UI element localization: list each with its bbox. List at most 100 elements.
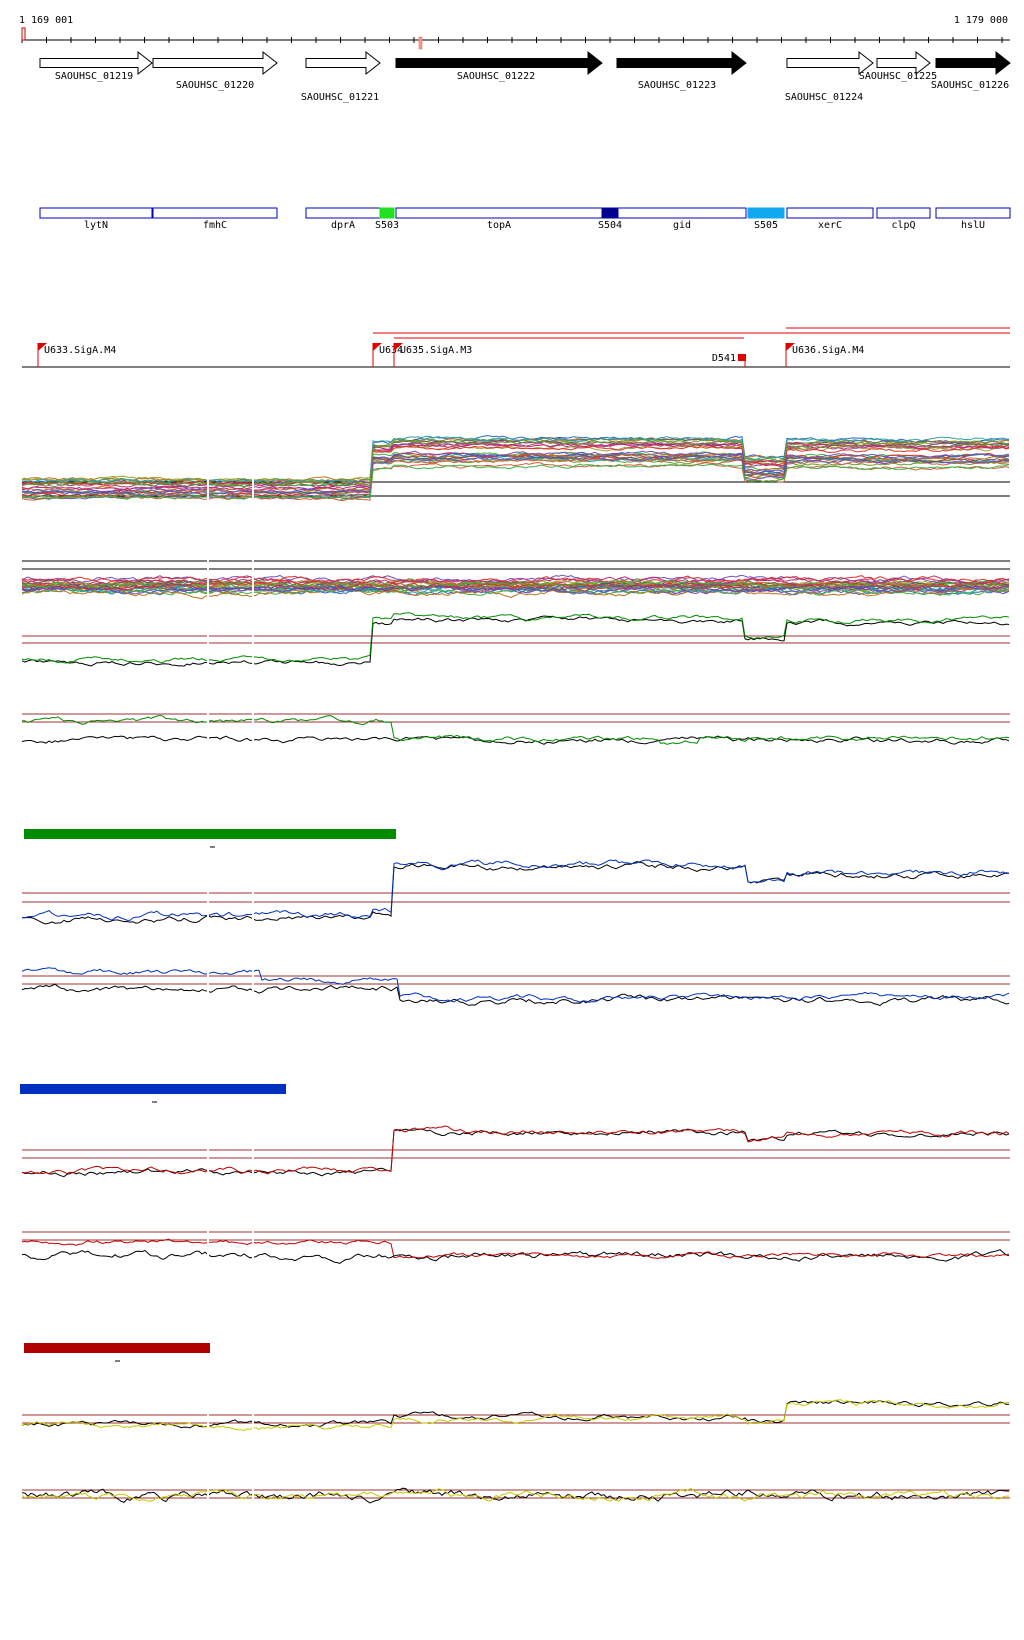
expression-line: [21, 615, 1010, 667]
track-gap: [252, 700, 254, 760]
gene-label: SAOUHSC_01219: [55, 71, 133, 82]
region-box: [786, 207, 874, 219]
green-panel: [21, 700, 1010, 760]
region-box: [876, 207, 931, 219]
region-label: dprA: [331, 220, 355, 231]
expression-line: [21, 440, 1010, 488]
track-gap: [207, 610, 209, 670]
region-label: gid: [673, 220, 691, 231]
legend-bar: [24, 829, 396, 839]
track-gap: [252, 468, 254, 510]
track-gap: [252, 860, 254, 930]
gene-label: SAOUHSC_01224: [785, 92, 863, 103]
expression-line: [21, 983, 1010, 1007]
track-gap: [252, 610, 254, 670]
promoter-label: U635.SigA.M3: [400, 345, 472, 356]
track-gap: [252, 1395, 254, 1450]
expression-line: [21, 860, 1010, 925]
promoter-label: U633.SigA.M4: [44, 345, 116, 356]
track-gap: [207, 560, 209, 600]
region-label: S504: [598, 220, 622, 231]
expression-line: [21, 450, 1010, 494]
track-gap: [207, 960, 209, 1020]
expression-line: [21, 441, 1010, 491]
gene-label: SAOUHSC_01225: [859, 71, 937, 82]
expression-line: [21, 1487, 1009, 1504]
region-box: [305, 207, 381, 219]
gene-arrow: [935, 50, 1011, 76]
expression-line: [21, 579, 1010, 591]
expression-panels: [21, 435, 1010, 1530]
coord-end-label: 1 179 000: [954, 15, 1008, 26]
axis-ticks: [21, 37, 1003, 43]
gene-arrow: [616, 50, 747, 76]
expression-line: [21, 457, 1010, 498]
expression-line: [21, 444, 1010, 486]
green-panel: [21, 610, 1010, 670]
expression-line: [21, 1128, 1010, 1178]
region-label: S505: [754, 220, 778, 231]
yellow-panel: [21, 1470, 1010, 1530]
expression-line: [21, 1125, 1010, 1175]
axis-marker: [418, 36, 423, 50]
expression-line: [21, 1399, 1010, 1432]
gene-label: SAOUHSC_01226: [931, 80, 1009, 91]
track-gap: [207, 1395, 209, 1450]
promoter-flag: [38, 343, 47, 351]
terminator-label: D541: [712, 353, 736, 364]
track-gap: [207, 1470, 209, 1530]
track-gap: [207, 700, 209, 760]
expression-line: [21, 575, 1010, 585]
expression-line: [21, 735, 1010, 745]
region-label: xerC: [818, 220, 842, 231]
expression-line: [21, 585, 1010, 595]
legend-bars: [20, 829, 396, 1362]
gene-track: SAOUHSC_01219 SAOUHSC_01220 SAOUHSC_01221 S…: [39, 50, 1011, 103]
region-box: [152, 207, 278, 219]
expression-line: [21, 587, 1010, 600]
gene-label: SAOUHSC_01222: [457, 71, 535, 82]
region-box: [617, 207, 747, 219]
region-box: [601, 207, 619, 219]
gene-arrow: [152, 50, 278, 76]
promoter-label: U634: [379, 345, 403, 356]
gene-arrow: [39, 50, 153, 76]
expression-line: [21, 1249, 1010, 1264]
red-panel: [21, 1120, 1010, 1190]
expression-line: [21, 967, 1010, 1003]
blue-panel: [21, 859, 1010, 930]
promoter-flag: [394, 343, 403, 351]
expression-line: [21, 1487, 1009, 1502]
promoter-label: U636.SigA.M4: [792, 345, 864, 356]
region-label: lytN: [84, 220, 108, 231]
yellow-panel: [21, 1395, 1010, 1450]
region-label: fmhC: [203, 220, 227, 231]
region-label: S503: [375, 220, 399, 231]
region-box: [395, 207, 603, 219]
gene-arrow: [395, 50, 603, 76]
track-gap: [207, 1120, 209, 1190]
expression-line: [21, 579, 1010, 591]
track-gap: [252, 1470, 254, 1530]
legend-bar: [24, 1343, 210, 1353]
gene-arrow: [876, 50, 931, 76]
gene-arrow: [786, 50, 874, 76]
region-label: hslU: [961, 220, 985, 231]
expression-line: [21, 582, 1010, 593]
expression-line: [21, 454, 1010, 495]
region-box: [39, 207, 153, 219]
promoter-flag: [373, 343, 382, 351]
expression-line: [21, 1399, 1010, 1429]
region-box: [935, 207, 1011, 219]
track-gap: [252, 960, 254, 1020]
heatlines-panel: [21, 435, 1010, 510]
expression-line: [21, 463, 1010, 500]
gene-arrow: [305, 50, 381, 76]
expression-line: [21, 438, 1010, 483]
region-box: [379, 207, 395, 219]
gene-label: SAOUHSC_01220: [176, 80, 254, 91]
terminator-marker: [738, 354, 746, 361]
track-gap: [252, 1220, 254, 1280]
